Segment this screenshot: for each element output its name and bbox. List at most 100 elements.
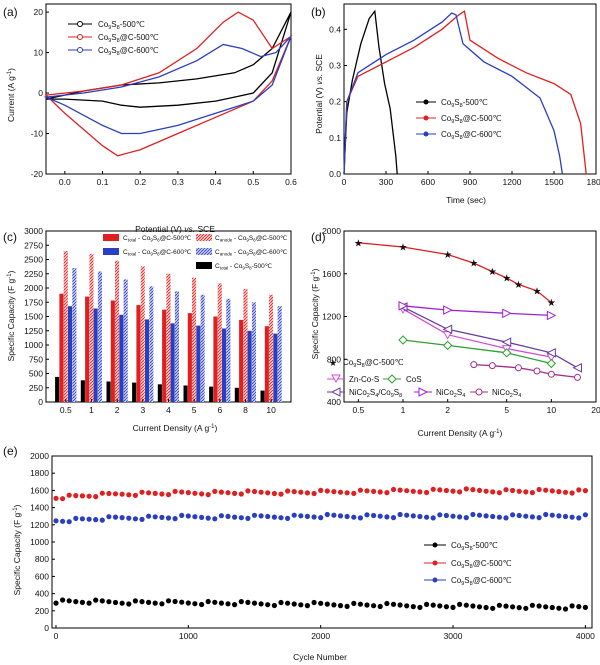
legend-c-item-red-total: Ctotal - Co9S8@C-500℃ bbox=[103, 234, 192, 243]
e-xtick-label-1: 1000 bbox=[179, 631, 198, 641]
c-ytick-label-11: 2750 bbox=[24, 240, 43, 250]
a-ytick-label-1: -10 bbox=[31, 129, 44, 139]
e-series-0-point-68 bbox=[503, 603, 509, 609]
e-series-1-point-65 bbox=[483, 488, 489, 494]
c-bar-s4-5 bbox=[183, 385, 188, 402]
c-bar-s0-5 bbox=[187, 313, 192, 402]
e-series-2-point-80 bbox=[582, 512, 589, 518]
e-series-1-point-53 bbox=[404, 488, 410, 494]
a-xtick-label-5: 0.5 bbox=[247, 177, 259, 187]
legend-c-item-blue-total: Ctotal - Co9S8@C-600℃ bbox=[103, 248, 192, 257]
b-ytick-label-1: 0.1 bbox=[329, 133, 341, 143]
e-xtick-label-4: 4000 bbox=[576, 631, 595, 641]
d-series-1-line bbox=[402, 308, 552, 358]
e-series-1-point-40 bbox=[318, 487, 324, 493]
e-series-0-point-77 bbox=[562, 606, 569, 612]
svg-text:Ctotal - Co9S8@C-500℃: Ctotal - Co9S8@C-500℃ bbox=[123, 235, 192, 243]
e-series-1-point-54 bbox=[410, 488, 416, 494]
d-frame bbox=[343, 230, 597, 403]
a-ytick-label-2: 0 bbox=[38, 88, 43, 98]
e-series-2-point-18 bbox=[172, 516, 178, 522]
e-series-1-point-36 bbox=[291, 489, 297, 495]
e-series-1-point-18 bbox=[172, 488, 178, 494]
e-series-2-point-32 bbox=[265, 513, 271, 520]
e-series-1-point-22 bbox=[199, 491, 205, 497]
legend-b: Co9S8-500℃ Co9S8@C-500℃ Co9S8@C-600℃ bbox=[416, 98, 502, 141]
e-series-1-point-71 bbox=[523, 489, 529, 495]
legend-a-item-1: Co9S8-500℃ bbox=[68, 20, 145, 31]
c-ytick-label-4: 1000 bbox=[24, 340, 43, 350]
legend-d-item-nico2s4-co9s8: NiCo2S4/Co9S8 bbox=[327, 387, 402, 399]
d-series-4-point-1 bbox=[443, 305, 453, 315]
c-ytick-label-10: 2500 bbox=[24, 255, 43, 265]
d-series-0-point-8: ★ bbox=[547, 298, 556, 309]
legend-d-item-zncos: Zn-Co-S bbox=[327, 374, 379, 384]
c-bar-s0-8 bbox=[264, 326, 269, 402]
e-series-1-point-31 bbox=[258, 489, 264, 495]
e-series-2-point-79 bbox=[576, 515, 582, 521]
e-series-2-point-26 bbox=[225, 513, 231, 520]
c-bar-s4-3 bbox=[132, 382, 137, 402]
e-series-0-point-43 bbox=[337, 603, 344, 609]
chart-a: 0.0 0.1 0.2 0.3 0.4 0.5 0.6 -20 -10 0 10 20 bbox=[31, 3, 297, 187]
e-series-2-point-70 bbox=[516, 512, 522, 519]
e-series-1-point-17 bbox=[165, 492, 172, 498]
e-series-1-point-37 bbox=[298, 489, 304, 495]
e-series-1-point-20 bbox=[185, 490, 191, 496]
c-bar-s2-0 bbox=[68, 306, 73, 402]
e-ytick-label-1: 200 bbox=[35, 606, 49, 616]
e-series-1-point-26 bbox=[225, 490, 231, 496]
e-series-2-point-28 bbox=[238, 515, 244, 521]
c-bar-s4-7 bbox=[234, 387, 239, 403]
c-bar-s0-4 bbox=[162, 309, 167, 402]
e-series-1-point-6 bbox=[93, 494, 99, 500]
e-series-0-point-63 bbox=[470, 603, 476, 609]
e-series-1-point-33 bbox=[271, 490, 277, 497]
e-series-2-point-71 bbox=[523, 513, 529, 519]
c-bar-s0-6 bbox=[213, 316, 218, 402]
c-ytick-label-2: 500 bbox=[29, 369, 43, 379]
b-series-2-line bbox=[343, 12, 564, 175]
e-series-2-point-50 bbox=[384, 514, 390, 520]
e-series-0-point-56 bbox=[424, 601, 430, 608]
e-series-1-point-73 bbox=[536, 486, 542, 493]
a-xtick-label-6: 0.6 bbox=[285, 177, 297, 187]
e-series-2-point-67 bbox=[496, 514, 502, 520]
e-series-2-point-59 bbox=[443, 512, 449, 519]
b-xlabel: Time (sec) bbox=[446, 195, 486, 205]
d-xlabel: Current Density (A g-1) bbox=[418, 428, 503, 438]
d-series-0-point-7: ★ bbox=[532, 286, 541, 297]
e-series-0-point-70 bbox=[516, 605, 522, 611]
d-ytick-label-3: 1600 bbox=[322, 269, 341, 279]
e-series-0-point-19 bbox=[179, 599, 185, 605]
e-series-0-point-76 bbox=[556, 605, 562, 611]
e-series-1-point-1 bbox=[60, 496, 66, 502]
e-series-2-point-43 bbox=[337, 513, 344, 519]
d-ytick-label-1: 800 bbox=[327, 354, 341, 364]
e-series-0-point-74 bbox=[543, 604, 549, 610]
e-series-2-point-47 bbox=[364, 512, 370, 518]
c-bar-s3-3 bbox=[149, 286, 154, 402]
e-series-0-point-38 bbox=[304, 603, 310, 609]
e-series-2-point-56 bbox=[424, 514, 430, 520]
legend-e-item-2: Co9S8@C-500℃ bbox=[424, 559, 512, 570]
c-ytick-label-3: 750 bbox=[29, 354, 43, 364]
e-xtick-label-3: 3000 bbox=[444, 631, 463, 641]
c-bar-s2-3 bbox=[145, 319, 150, 402]
chart-e: 0 1000 2000 3000 4000 0 200 400 600 800 1000 1200 14… bbox=[30, 451, 595, 641]
b-xtick-label-1: 300 bbox=[379, 177, 393, 187]
legend-d-item-cos: CoS bbox=[383, 374, 422, 384]
e-ytick-label-8: 1600 bbox=[30, 485, 49, 495]
svg-text:Co9S8@C-600℃: Co9S8@C-600℃ bbox=[451, 576, 512, 587]
b-ytick-label-3: 0.3 bbox=[329, 60, 341, 70]
e-series-1-point-27 bbox=[232, 490, 238, 496]
e-series-2-point-36 bbox=[291, 512, 297, 518]
svg-text:Co9S8@C-500℃: Co9S8@C-500℃ bbox=[343, 358, 404, 369]
e-series-1-point-10 bbox=[119, 491, 125, 497]
c-bar-s0-1 bbox=[85, 296, 90, 402]
e-series-0-point-10 bbox=[119, 600, 125, 606]
e-series-1-point-8 bbox=[106, 490, 112, 497]
e-series-0-point-49 bbox=[377, 603, 383, 610]
a-xtick-label-2: 0.2 bbox=[134, 177, 146, 187]
e-series-1-point-13 bbox=[139, 489, 145, 495]
